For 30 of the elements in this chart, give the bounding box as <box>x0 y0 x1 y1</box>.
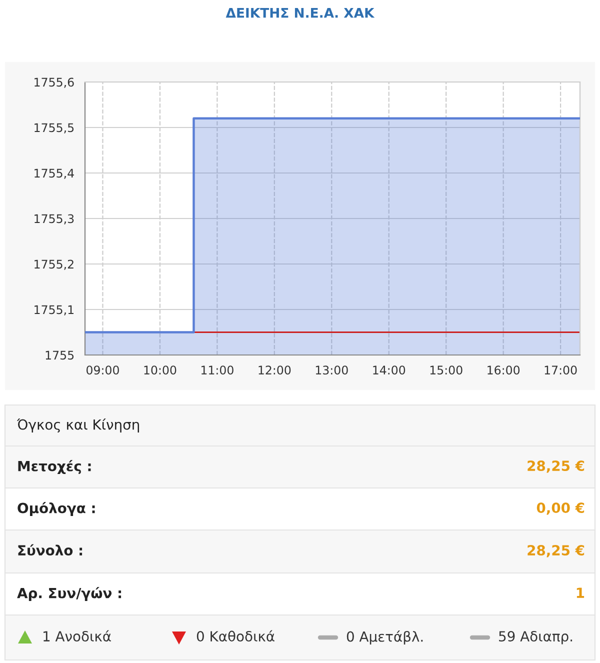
text: Όγκος και Κίνηση <box>16 418 140 433</box>
x-tick-label: 14:00 <box>373 366 406 375</box>
x-tick-label: 10:00 <box>144 366 176 375</box>
y-tick-label: 1755,5 <box>34 123 74 134</box>
text: 0 Αμετάβλ. <box>346 630 423 644</box>
text: 0,00 € <box>536 502 584 515</box>
text: 0 Καθοδικά <box>196 630 274 642</box>
x-tick-label: 12:00 <box>258 366 291 375</box>
text: Αρ. Συν/γών : <box>17 587 122 601</box>
y-tick-label: 1755,2 <box>34 260 74 270</box>
x-tick-label: 15:00 <box>430 366 462 375</box>
x-tick-label: 13:00 <box>316 366 348 375</box>
chart-title: ΔΕΙΚΤΗΣ Ν.Ε.Α. ΧΑΚ <box>226 8 375 18</box>
y-tick-label: 1755,6 <box>34 78 74 88</box>
y-tick-label: 1755,1 <box>34 305 74 316</box>
y-tick-label: 1755,3 <box>34 214 74 224</box>
text: 1 <box>576 588 584 598</box>
text: 59 Αδιαπρ. <box>499 631 572 644</box>
text: 28,25 € <box>528 460 584 473</box>
text: Σύνολο : <box>18 544 82 556</box>
x-tick-label: 16:00 <box>488 366 520 375</box>
x-tick-label: 17:00 <box>544 366 577 375</box>
text: Ομόλογα : <box>18 502 95 516</box>
text: Μετοχές : <box>18 460 91 474</box>
text: 28,25 € <box>528 545 584 558</box>
y-tick-label: 1755 <box>46 350 74 360</box>
x-tick-label: 11:00 <box>201 366 234 375</box>
y-tick-label: 1755,4 <box>34 168 74 179</box>
text: 1 Ανοδικά <box>44 630 111 642</box>
x-tick-label: 09:00 <box>86 366 119 375</box>
